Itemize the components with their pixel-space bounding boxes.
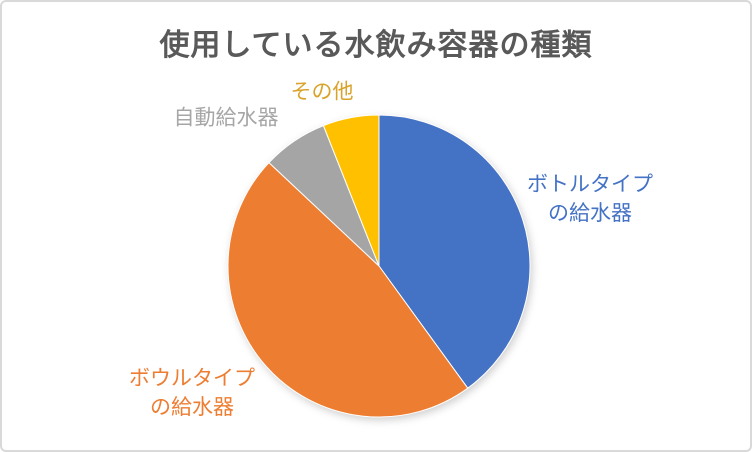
pie-slice-3 (322, 114, 380, 267)
label-other: その他 (290, 79, 354, 104)
label-bowl-type-line1: ボウルタイプ (129, 366, 255, 390)
pie-slice-1 (227, 161, 469, 418)
pie-slices-group (227, 114, 531, 418)
chart-title: 使用している水飲み容器の種類 (159, 28, 593, 63)
pie-slice-0 (378, 114, 531, 389)
label-bowl-type-line2: の給水器 (150, 395, 234, 419)
label-bowl-type: ボウルタイプ の給水器 (129, 364, 255, 422)
label-bottle-type-line1: ボトルタイプ (527, 172, 653, 196)
label-automatic-dispenser: 自動給水器 (173, 105, 279, 130)
label-bottle-type: ボトルタイプ の給水器 (527, 170, 653, 228)
label-bottle-type-line2: の給水器 (548, 201, 632, 225)
